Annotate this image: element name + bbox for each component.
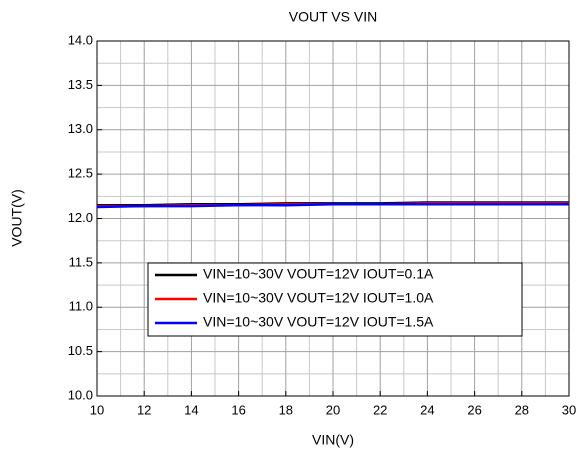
x-tick-label: 10 — [90, 402, 104, 417]
legend-label: VIN=10~30V VOUT=12V IOUT=1.5A — [203, 314, 434, 330]
series-line — [96, 203, 569, 209]
x-tick-label: 22 — [373, 402, 387, 417]
x-axis-label: VIN(V) — [312, 432, 354, 448]
x-tick-label: 18 — [279, 402, 293, 417]
legend-label: VIN=10~30V VOUT=12V IOUT=0.1A — [203, 266, 434, 282]
y-tick-label: 13.0 — [68, 121, 93, 136]
x-tick-label: 12 — [137, 402, 151, 417]
y-tick-label: 10.5 — [68, 343, 93, 358]
y-tick-label: 10.0 — [68, 387, 93, 402]
x-tick-label: 28 — [515, 402, 529, 417]
y-tick-label: 11.5 — [69, 254, 93, 269]
x-tick-label: 30 — [562, 402, 576, 417]
y-tick-label: 13.5 — [68, 77, 93, 92]
y-axis-label: VOUT(V) — [9, 189, 25, 247]
y-tick-label: 11.0 — [69, 299, 93, 314]
legend-label: VIN=10~30V VOUT=12V IOUT=1.0A — [203, 290, 434, 306]
y-tick-label: 14.0 — [68, 32, 93, 47]
chart-title: VOUT VS VIN — [289, 9, 377, 25]
x-tick-label: 24 — [420, 402, 434, 417]
plot-frame — [96, 40, 570, 397]
legend-box — [147, 262, 523, 337]
x-tick-label: 26 — [467, 402, 481, 417]
y-tick-label: 12.0 — [68, 210, 93, 225]
x-tick-label: 20 — [326, 402, 340, 417]
y-tick-label: 12.5 — [68, 166, 93, 181]
x-tick-label: 14 — [184, 402, 198, 417]
x-tick-label: 16 — [231, 402, 245, 417]
